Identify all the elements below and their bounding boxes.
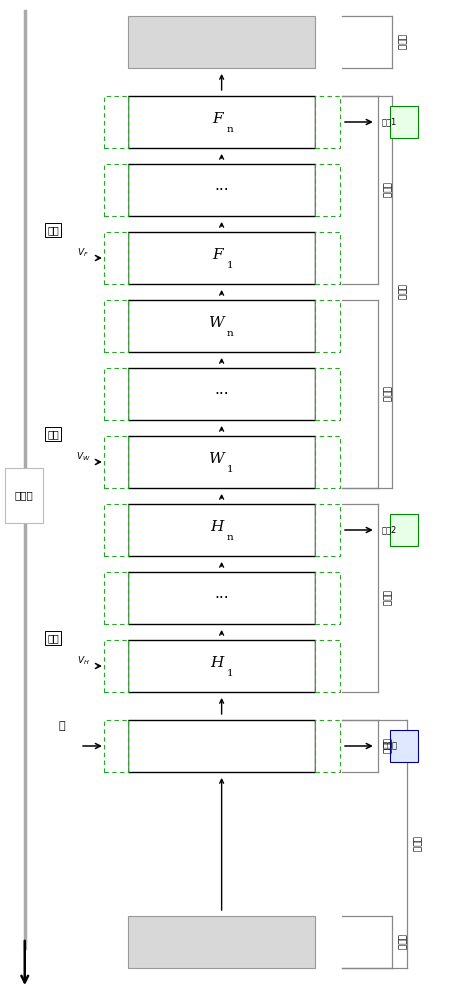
Text: 反酸: 反酸 (47, 633, 59, 643)
Bar (315, 300, 340, 352)
Text: H: H (211, 520, 224, 534)
Bar (315, 504, 340, 556)
Text: 洗涤柱: 洗涤柱 (382, 386, 391, 402)
Bar (128, 232, 315, 284)
Text: F: F (212, 112, 222, 126)
Text: H: H (211, 656, 224, 670)
Bar (390, 106, 418, 138)
Text: ···: ··· (214, 386, 229, 401)
Bar (104, 504, 128, 556)
Text: 1: 1 (226, 466, 233, 475)
Bar (315, 232, 340, 284)
Bar (128, 916, 315, 968)
Bar (315, 368, 340, 420)
Bar (128, 720, 315, 772)
Text: n: n (226, 330, 233, 338)
Bar (128, 504, 315, 556)
Bar (104, 368, 128, 420)
Text: $V_F$: $V_F$ (77, 247, 89, 259)
Bar (128, 640, 315, 692)
Text: 水: 水 (59, 721, 65, 731)
Text: 空白柱: 空白柱 (396, 934, 405, 950)
Text: 空白柱: 空白柱 (396, 34, 405, 50)
Bar (104, 720, 128, 772)
Text: 产品1: 产品1 (382, 117, 397, 126)
Bar (104, 640, 128, 692)
Text: 含酸柱: 含酸柱 (382, 738, 391, 754)
Bar (4, 468, 43, 522)
Bar (128, 300, 315, 352)
Bar (128, 96, 315, 148)
Bar (104, 96, 128, 148)
Text: 1: 1 (226, 670, 233, 678)
Bar (128, 164, 315, 216)
Bar (104, 164, 128, 216)
Text: n: n (226, 534, 233, 542)
Bar (315, 96, 340, 148)
Text: $V_W$: $V_W$ (76, 451, 90, 463)
Text: 再生柱: 再生柱 (411, 836, 420, 852)
Text: ···: ··· (214, 590, 229, 605)
Bar (128, 436, 315, 488)
Text: 产品2: 产品2 (382, 526, 397, 534)
Text: ···: ··· (214, 182, 229, 198)
Bar (390, 730, 418, 762)
Bar (128, 368, 315, 420)
Text: 洗出液: 洗出液 (382, 742, 397, 750)
Bar (104, 232, 128, 284)
Text: 料液: 料液 (47, 225, 59, 235)
Bar (128, 572, 315, 624)
Bar (315, 720, 340, 772)
Text: W: W (209, 452, 225, 466)
Text: 反萃柱: 反萃柱 (382, 590, 391, 606)
Bar (104, 300, 128, 352)
Text: 分离柱: 分离柱 (396, 284, 405, 300)
Text: 洗液: 洗液 (47, 429, 59, 439)
Text: 1: 1 (226, 261, 233, 270)
Text: n: n (226, 125, 233, 134)
Text: F: F (212, 248, 222, 262)
Bar (315, 436, 340, 488)
Text: $V_H$: $V_H$ (77, 655, 90, 667)
Bar (315, 164, 340, 216)
Text: 柱走向: 柱走向 (14, 490, 33, 500)
Bar (128, 16, 315, 68)
Bar (315, 572, 340, 624)
Text: 萃取柱: 萃取柱 (382, 182, 391, 198)
Bar (104, 572, 128, 624)
Text: W: W (209, 316, 225, 330)
Bar (390, 514, 418, 546)
Bar (104, 436, 128, 488)
Bar (315, 640, 340, 692)
